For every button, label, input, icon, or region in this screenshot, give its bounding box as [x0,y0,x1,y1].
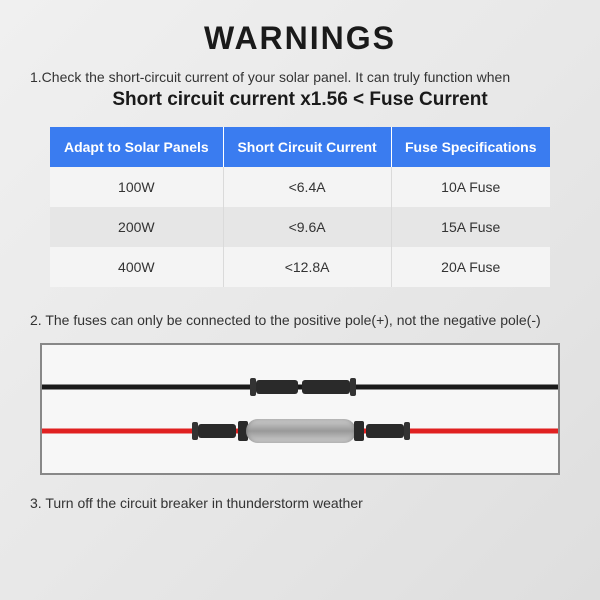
connector-ring-icon [404,422,410,440]
table-cell: <9.6A [223,207,391,247]
table-row: 100W <6.4A 10A Fuse [50,167,550,207]
table-cell: <6.4A [223,167,391,207]
page-title: WARNINGS [30,20,570,57]
table-header: Fuse Specifications [391,127,550,167]
table-header: Adapt to Solar Panels [50,127,223,167]
cable-diagram [40,343,560,475]
black-cable-row [42,369,558,405]
formula-text: Short circuit current x1.56 < Fuse Curre… [30,89,570,111]
fuse-body-icon [246,419,356,443]
table-cell: <12.8A [223,247,391,287]
instruction-2: 2. The fuses can only be connected to th… [30,311,570,331]
connector-male-icon [198,424,236,438]
table-cell: 100W [50,167,223,207]
fuse-cap-icon [354,421,364,441]
table-cell: 20A Fuse [391,247,550,287]
table-header: Short Circuit Current [223,127,391,167]
instruction-1: 1.Check the short-circuit current of you… [30,69,570,85]
table-cell: 10A Fuse [391,167,550,207]
table-cell: 200W [50,207,223,247]
red-cable-row [42,413,558,449]
black-cable-icon [42,384,558,389]
connector-ring-icon [350,378,356,396]
instruction-3: 3. Turn off the circuit breaker in thund… [30,495,570,511]
connector-female-icon [366,424,404,438]
connector-male-icon [256,380,298,394]
connector-female-icon [302,380,350,394]
table-cell: 400W [50,247,223,287]
table-cell: 15A Fuse [391,207,550,247]
table-row: 200W <9.6A 15A Fuse [50,207,550,247]
fuse-spec-table: Adapt to Solar Panels Short Circuit Curr… [50,127,550,287]
table-row: 400W <12.8A 20A Fuse [50,247,550,287]
